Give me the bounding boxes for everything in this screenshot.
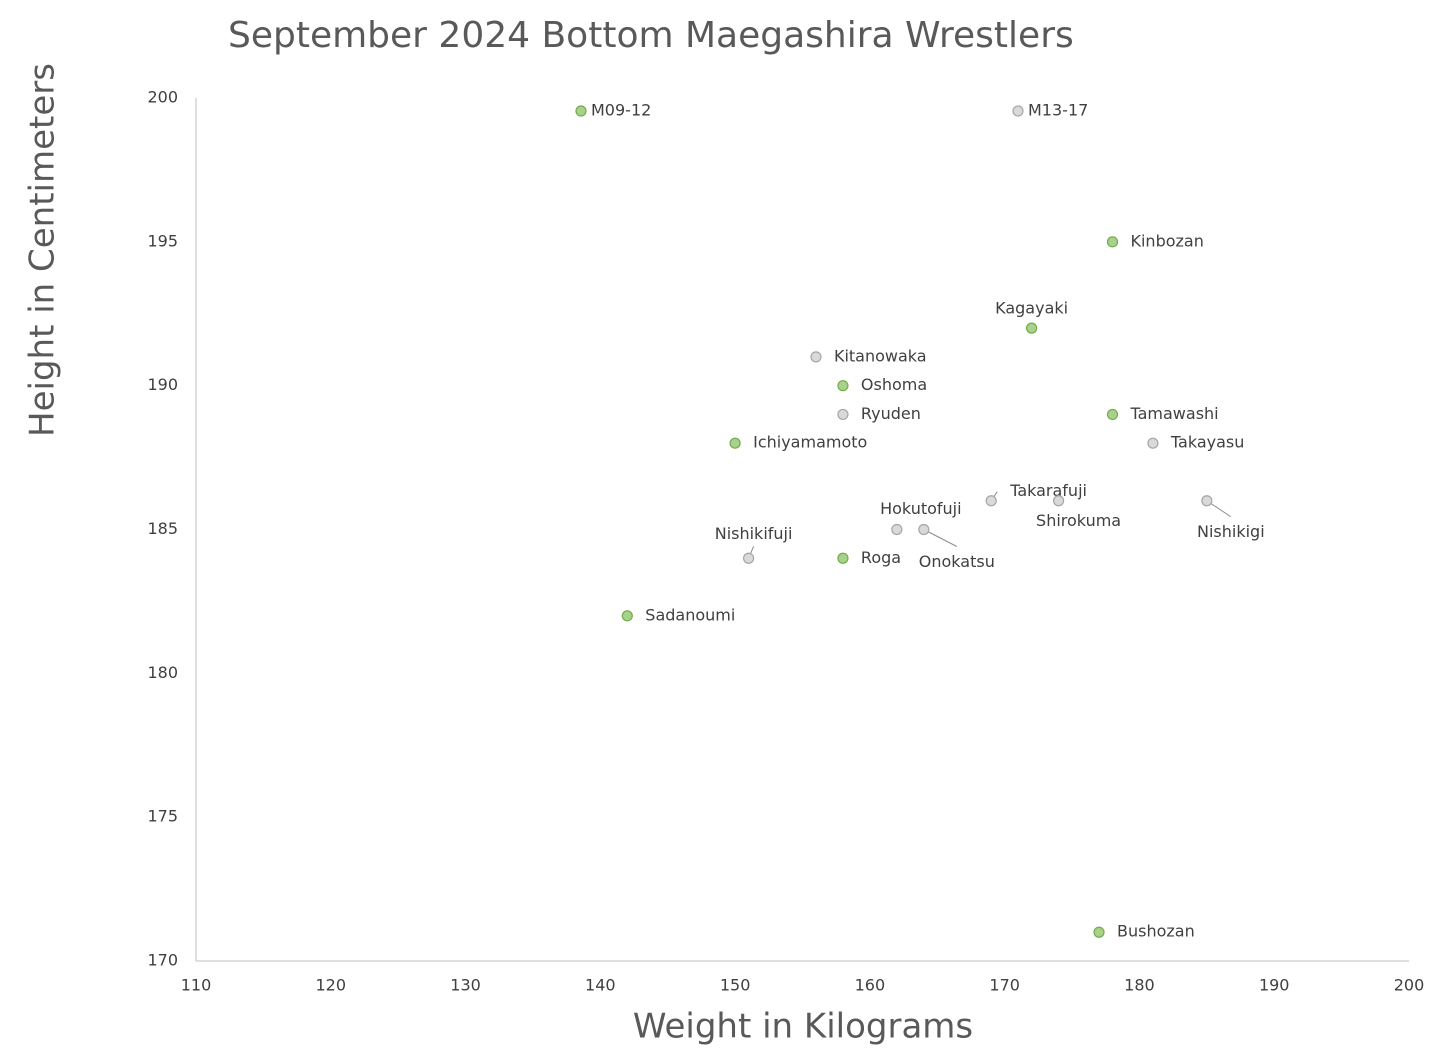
- data-label: Oshoma: [861, 375, 927, 394]
- y-tick-label: 185: [147, 519, 178, 538]
- legend-label: M09-12: [591, 101, 651, 120]
- y-axis-title: Height in Centimeters: [23, 63, 63, 437]
- leader-line: [923, 529, 958, 547]
- data-label: Kitanowaka: [834, 346, 927, 365]
- data-point: [1147, 437, 1159, 449]
- data-label: Ichiyamamoto: [753, 433, 867, 452]
- x-axis-title: Weight in Kilograms: [633, 1007, 973, 1047]
- x-tick-label: 110: [181, 976, 212, 995]
- legend-marker: [1012, 105, 1024, 117]
- chart-title: September 2024 Bottom Maegashira Wrestle…: [228, 15, 1074, 56]
- data-point: [729, 437, 741, 449]
- y-tick-label: 195: [147, 231, 178, 250]
- x-tick-label: 120: [316, 976, 347, 995]
- data-point: [891, 523, 903, 536]
- data-label: Roga: [861, 548, 901, 567]
- y-tick-label: 180: [147, 663, 178, 682]
- data-point: [1093, 926, 1105, 938]
- x-tick-label: 180: [1124, 976, 1155, 995]
- data-point: [1201, 495, 1213, 507]
- x-tick-label: 160: [855, 976, 886, 995]
- data-label: Hokutofuji: [880, 499, 961, 518]
- data-point: [1106, 236, 1119, 248]
- data-label: Sadanoumi: [645, 605, 735, 624]
- x-tick-label: 170: [989, 976, 1020, 995]
- data-point: [810, 351, 822, 363]
- y-tick-label: 175: [147, 807, 178, 826]
- data-label: Tamawashi: [1129, 404, 1218, 423]
- data-point: [1026, 322, 1038, 334]
- data-label: Nishikigi: [1197, 522, 1265, 541]
- y-tick-label: 190: [147, 375, 178, 394]
- data-label: Onokatsu: [919, 552, 995, 571]
- x-tick-label: 140: [585, 976, 616, 995]
- data-point: [1106, 408, 1119, 421]
- data-point: [837, 408, 849, 421]
- data-label: Bushozan: [1117, 922, 1195, 941]
- data-label: Shirokuma: [1036, 511, 1121, 530]
- x-tick-label: 200: [1394, 976, 1425, 995]
- data-point: [837, 380, 849, 392]
- data-label: Kinbozan: [1130, 231, 1203, 250]
- x-tick-label: 190: [1259, 976, 1290, 995]
- y-tick-label: 200: [147, 88, 178, 107]
- data-point: [918, 523, 930, 536]
- data-label: Takayasu: [1170, 433, 1244, 452]
- data-label: Kagayaki: [995, 299, 1068, 318]
- x-tick-label: 150: [720, 976, 751, 995]
- data-point: [742, 552, 755, 564]
- legend-label: M13-17: [1028, 101, 1088, 120]
- data-point: [621, 610, 633, 622]
- data-point: [1052, 495, 1065, 507]
- data-label: Takarafuji: [1009, 481, 1087, 500]
- data-point: [837, 552, 849, 564]
- data-label: Ryuden: [861, 404, 921, 423]
- y-tick-label: 170: [147, 951, 178, 970]
- x-tick-label: 130: [450, 976, 481, 995]
- data-label: Nishikifuji: [715, 524, 793, 543]
- data-point: [985, 495, 997, 507]
- legend-marker: [575, 105, 587, 117]
